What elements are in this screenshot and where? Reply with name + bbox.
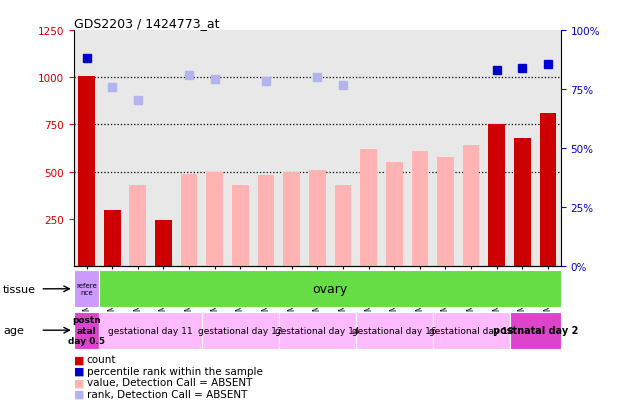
Bar bbox=[74, 271, 99, 308]
Bar bbox=[360, 150, 377, 266]
Bar bbox=[232, 185, 249, 266]
Bar bbox=[309, 170, 326, 266]
Bar bbox=[335, 185, 351, 266]
Text: ■: ■ bbox=[74, 377, 84, 387]
Bar bbox=[279, 312, 356, 349]
Bar bbox=[386, 163, 403, 266]
Text: ■: ■ bbox=[74, 366, 84, 376]
Bar bbox=[258, 176, 274, 266]
Bar bbox=[155, 220, 172, 266]
Text: percentile rank within the sample: percentile rank within the sample bbox=[87, 366, 262, 376]
Bar bbox=[283, 172, 300, 266]
Text: gestational day 14: gestational day 14 bbox=[275, 326, 360, 335]
Bar bbox=[356, 312, 433, 349]
Text: gestational day 11: gestational day 11 bbox=[108, 326, 193, 335]
Bar bbox=[202, 312, 279, 349]
Bar bbox=[104, 211, 121, 266]
Bar bbox=[463, 146, 479, 266]
Bar bbox=[206, 172, 223, 266]
Text: postn
atal
day 0.5: postn atal day 0.5 bbox=[68, 316, 105, 345]
Bar bbox=[433, 312, 510, 349]
Bar bbox=[514, 138, 531, 266]
Text: gestational day 16: gestational day 16 bbox=[352, 326, 437, 335]
Text: tissue: tissue bbox=[3, 284, 36, 294]
Text: ovary: ovary bbox=[313, 282, 347, 296]
Bar bbox=[437, 157, 454, 266]
Text: ■: ■ bbox=[74, 389, 84, 399]
Text: gestational day 18: gestational day 18 bbox=[429, 326, 513, 335]
Text: value, Detection Call = ABSENT: value, Detection Call = ABSENT bbox=[87, 377, 252, 387]
Text: ■: ■ bbox=[74, 354, 84, 364]
Bar bbox=[99, 312, 202, 349]
Bar bbox=[510, 312, 561, 349]
Text: gestational day 12: gestational day 12 bbox=[198, 326, 283, 335]
Bar bbox=[181, 174, 197, 266]
Bar bbox=[74, 312, 99, 349]
Text: refere
nce: refere nce bbox=[76, 282, 97, 296]
Text: rank, Detection Call = ABSENT: rank, Detection Call = ABSENT bbox=[87, 389, 247, 399]
Bar bbox=[540, 114, 556, 266]
Text: count: count bbox=[87, 354, 116, 364]
Text: age: age bbox=[3, 325, 24, 335]
Bar bbox=[412, 152, 428, 266]
Bar bbox=[129, 185, 146, 266]
Text: postnatal day 2: postnatal day 2 bbox=[492, 325, 578, 335]
Text: GDS2203 / 1424773_at: GDS2203 / 1424773_at bbox=[74, 17, 219, 30]
Bar bbox=[488, 125, 505, 266]
Bar bbox=[78, 77, 95, 266]
